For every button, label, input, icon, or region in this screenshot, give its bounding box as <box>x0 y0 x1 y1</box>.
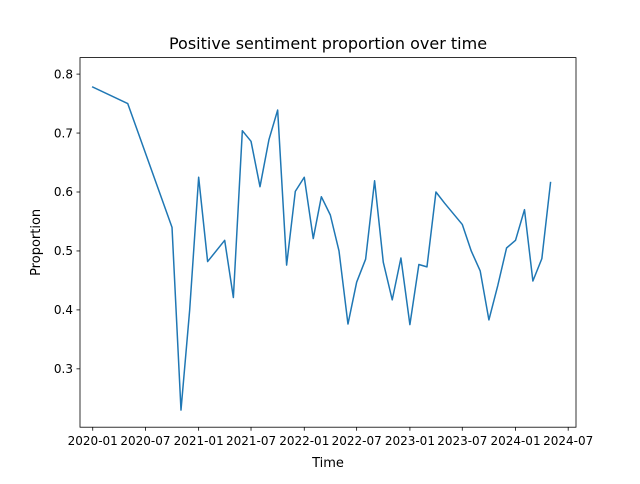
y-tick-label: 0.8 <box>54 67 73 81</box>
x-tick-label: 2023-01 <box>385 434 435 448</box>
y-tick-label: 0.4 <box>54 303 73 317</box>
chart-title: Positive sentiment proportion over time <box>169 34 487 53</box>
y-tick-label: 0.6 <box>54 185 73 199</box>
x-tick-label: 2020-07 <box>120 434 170 448</box>
y-axis-label: Proportion <box>29 209 44 276</box>
y-tick-label: 0.5 <box>54 244 73 258</box>
x-tick-label: 2024-07 <box>543 434 593 448</box>
x-tick-label: 2024-01 <box>490 434 540 448</box>
y-axis-ticks: 0.3 0.4 0.5 0.6 0.7 0.8 <box>54 67 80 376</box>
y-tick-label: 0.7 <box>54 126 73 140</box>
x-tick-label: 2022-01 <box>279 434 329 448</box>
plot-area <box>80 57 576 428</box>
plot-frame <box>79 57 577 428</box>
series-line <box>91 86 552 411</box>
x-tick-label: 2022-07 <box>332 434 382 448</box>
x-axis-ticks: 2020-01 2020-07 2021-01 2021-07 2022-01 2022-… <box>68 427 593 448</box>
x-tick-label: 2021-01 <box>174 434 224 448</box>
x-tick-label: 2020-01 <box>68 434 118 448</box>
x-tick-label: 2023-07 <box>437 434 487 448</box>
y-tick-label: 0.3 <box>54 362 73 376</box>
x-tick-label: 2021-07 <box>226 434 276 448</box>
x-axis-label: Time <box>311 456 344 471</box>
